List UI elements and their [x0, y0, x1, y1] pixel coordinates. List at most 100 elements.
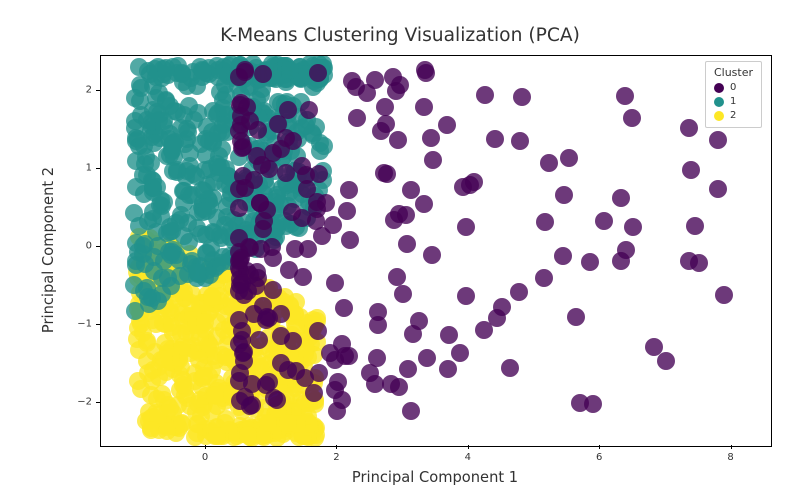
scatter-point: [182, 294, 200, 312]
scatter-point: [232, 132, 250, 150]
scatter-point: [397, 206, 415, 224]
scatter-point: [254, 65, 272, 83]
scatter-point: [305, 384, 323, 402]
scatter-point: [338, 202, 356, 220]
x-tick: [468, 445, 469, 449]
scatter-point: [709, 180, 727, 198]
scatter-point: [417, 64, 435, 82]
scatter-point: [138, 334, 156, 352]
scatter-point: [536, 213, 554, 231]
scatter-point: [415, 195, 433, 213]
scatter-point: [192, 407, 210, 425]
scatter-point: [203, 288, 221, 306]
scatter-point: [206, 386, 224, 404]
scatter-point: [709, 131, 727, 149]
scatter-point: [341, 231, 359, 249]
scatter-point: [127, 234, 145, 252]
scatter-point: [438, 116, 456, 134]
scatter-point: [161, 399, 179, 417]
legend-item: 0: [714, 81, 753, 95]
scatter-point: [424, 151, 442, 169]
x-tick: [731, 445, 732, 449]
scatter-point: [193, 181, 211, 199]
legend-label: 0: [730, 81, 736, 95]
legend: Cluster 012: [705, 61, 762, 128]
y-axis-label: Principal Component 2: [40, 55, 57, 445]
legend-label: 2: [730, 109, 736, 123]
scatter-point: [157, 59, 175, 77]
scatter-point: [612, 189, 630, 207]
scatter-point: [682, 161, 700, 179]
scatter-point: [230, 199, 248, 217]
scatter-point: [298, 180, 316, 198]
scatter-point: [232, 249, 250, 267]
scatter-point: [174, 376, 192, 394]
scatter-point: [340, 181, 358, 199]
scatter-point: [236, 63, 254, 81]
scatter-point: [139, 288, 157, 306]
scatter-point: [402, 402, 420, 420]
scatter-point: [231, 392, 249, 410]
scatter-point: [145, 134, 163, 152]
legend-item: 2: [714, 109, 753, 123]
y-tick: [96, 324, 100, 325]
scatter-point: [153, 269, 171, 287]
scatter-point: [250, 331, 268, 349]
scatter-point: [513, 88, 531, 106]
scatter-point: [249, 121, 267, 139]
legend-swatch: [714, 111, 724, 121]
plot-area: [100, 55, 772, 447]
scatter-point: [326, 351, 344, 369]
scatter-point: [214, 248, 232, 266]
y-tick: [96, 246, 100, 247]
scatter-point: [333, 335, 351, 353]
scatter-point: [192, 225, 210, 243]
scatter-point: [347, 78, 365, 96]
scatter-point: [540, 154, 558, 172]
scatter-point: [389, 131, 407, 149]
scatter-point: [440, 326, 458, 344]
scatter-point: [284, 132, 302, 150]
y-tick: [96, 402, 100, 403]
scatter-point: [415, 98, 433, 116]
scatter-point: [333, 391, 351, 409]
scatter-point: [142, 421, 160, 439]
scatter-point: [259, 414, 277, 432]
y-tick-label: −2: [68, 397, 92, 408]
scatter-point: [239, 426, 257, 444]
scatter-point: [230, 282, 248, 300]
scatter-point: [451, 344, 469, 362]
scatter-point: [423, 246, 441, 264]
scatter-point: [616, 87, 634, 105]
scatter-point: [399, 360, 417, 378]
scatter-point: [234, 167, 252, 185]
scatter-point: [554, 247, 572, 265]
scatter-point: [155, 350, 173, 368]
scatter-point: [180, 97, 198, 115]
scatter-point: [264, 281, 282, 299]
x-tick: [599, 445, 600, 449]
scatter-point: [404, 325, 422, 343]
y-tick-label: −1: [68, 319, 92, 330]
scatter-point: [209, 124, 227, 142]
scatter-point: [335, 299, 353, 317]
scatter-point: [172, 325, 190, 343]
scatter-point: [230, 229, 248, 247]
scatter-point: [311, 142, 329, 160]
scatter-point: [501, 359, 519, 377]
scatter-point: [230, 372, 248, 390]
scatter-point: [657, 352, 675, 370]
scatter-point: [208, 427, 226, 445]
scatter-point: [402, 181, 420, 199]
scatter-point: [457, 218, 475, 236]
scatter-point: [194, 62, 212, 80]
scatter-point: [258, 201, 276, 219]
scatter-point: [164, 136, 182, 154]
scatter-point: [163, 222, 181, 240]
scatter-point: [680, 119, 698, 137]
y-tick-label: 0: [68, 241, 92, 252]
scatter-point: [265, 389, 283, 407]
scatter-point: [269, 115, 287, 133]
x-tick-label: 0: [202, 452, 208, 463]
scatter-point: [645, 338, 663, 356]
